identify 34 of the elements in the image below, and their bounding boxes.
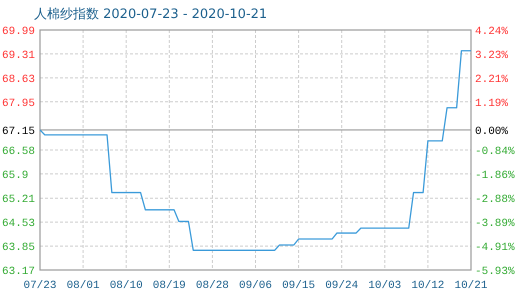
y2-tick-label: 0.00% bbox=[475, 126, 508, 138]
y-tick-label: 69.31 bbox=[2, 50, 36, 62]
x-tick-label: 09/15 bbox=[282, 280, 316, 292]
chart-title: 人棉纱指数 2020-07-23 - 2020-10-21 bbox=[34, 7, 268, 22]
y2-tick-label: -1.86% bbox=[475, 170, 516, 182]
x-tick-label: 08/28 bbox=[196, 280, 229, 292]
x-tick-label: 10/12 bbox=[411, 280, 444, 292]
y-tick-label: 69.99 bbox=[2, 26, 36, 38]
x-tick-label: 10/21 bbox=[454, 280, 488, 292]
y2-tick-label: 1.19% bbox=[475, 98, 508, 110]
y2-tick-label: -3.89% bbox=[475, 218, 516, 230]
y-tick-label: 66.58 bbox=[2, 146, 36, 158]
y2-tick-label: -2.88% bbox=[475, 194, 516, 206]
y-tick-label: 64.53 bbox=[2, 218, 36, 230]
y-tick-label: 65.9 bbox=[2, 170, 28, 182]
x-tick-label: 08/01 bbox=[66, 280, 100, 292]
y2-tick-label: 3.23% bbox=[475, 50, 508, 62]
x-tick-label: 08/10 bbox=[110, 280, 143, 292]
y2-tick-label: -0.84% bbox=[475, 146, 516, 158]
y-tick-label: 63.17 bbox=[2, 266, 36, 278]
y2-tick-label: 4.24% bbox=[475, 26, 508, 38]
y-tick-label: 67.95 bbox=[2, 98, 36, 110]
x-tick-label: 07/23 bbox=[23, 280, 57, 292]
x-tick-label: 09/24 bbox=[325, 280, 359, 292]
y2-tick-label: 2.21% bbox=[475, 74, 508, 86]
x-tick-label: 10/03 bbox=[368, 280, 402, 292]
y2-tick-label: -5.93% bbox=[475, 266, 516, 278]
y-tick-label: 63.85 bbox=[2, 242, 36, 254]
y-tick-label: 68.63 bbox=[2, 74, 36, 86]
x-tick-label: 09/06 bbox=[238, 280, 272, 292]
y2-tick-label: -4.91% bbox=[475, 242, 516, 254]
y-tick-label: 65.21 bbox=[2, 194, 36, 206]
x-tick-label: 08/19 bbox=[152, 280, 186, 292]
y-tick-label: 67.15 bbox=[2, 126, 36, 138]
